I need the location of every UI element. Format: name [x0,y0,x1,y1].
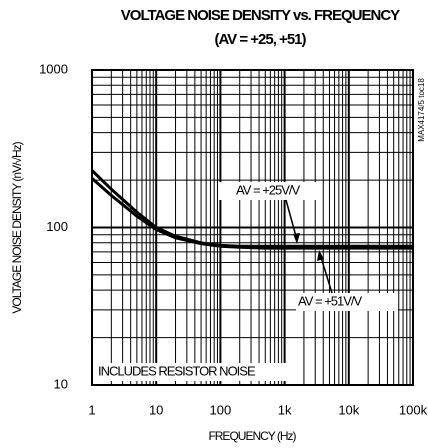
annotation: AV = +51V/V [298,293,363,308]
y-tick-label: 100 [46,219,68,234]
x-tick-label: 1 [88,402,95,417]
label-bg [218,182,318,200]
arrow [285,199,298,241]
grid [91,69,414,386]
y-tick-label: 1000 [39,61,68,76]
x-tick-label: 10 [149,402,163,417]
arrow [319,253,333,294]
annotation: INCLUDES RESISTOR NOISE [98,363,256,378]
chart-title: VOLTAGE NOISE DENSITY vs. FREQUENCY [121,7,400,24]
x-tick-label: 1k [278,402,292,417]
label-bg [96,363,288,381]
figure-code: MAX4174/5 toc18 [417,78,426,142]
x-tick-label: 100 [210,402,232,417]
x-tick-label: 100k [399,402,428,417]
y-tick-label: 10 [54,376,68,391]
arrow-head [317,250,324,261]
arrow-head [293,233,300,244]
x-axis-label: FREQUENCY (Hz) [208,429,296,443]
x-tick-label: 10k [338,402,359,417]
annotation: AV = +25V/V [236,182,301,197]
chart-subtitle: (AV = +25, +51) [214,31,306,48]
label-bg [296,293,398,311]
y-axis-label: VOLTAGE NOISE DENSITY (nV/√Hz) [10,141,24,313]
series-line [91,177,413,250]
